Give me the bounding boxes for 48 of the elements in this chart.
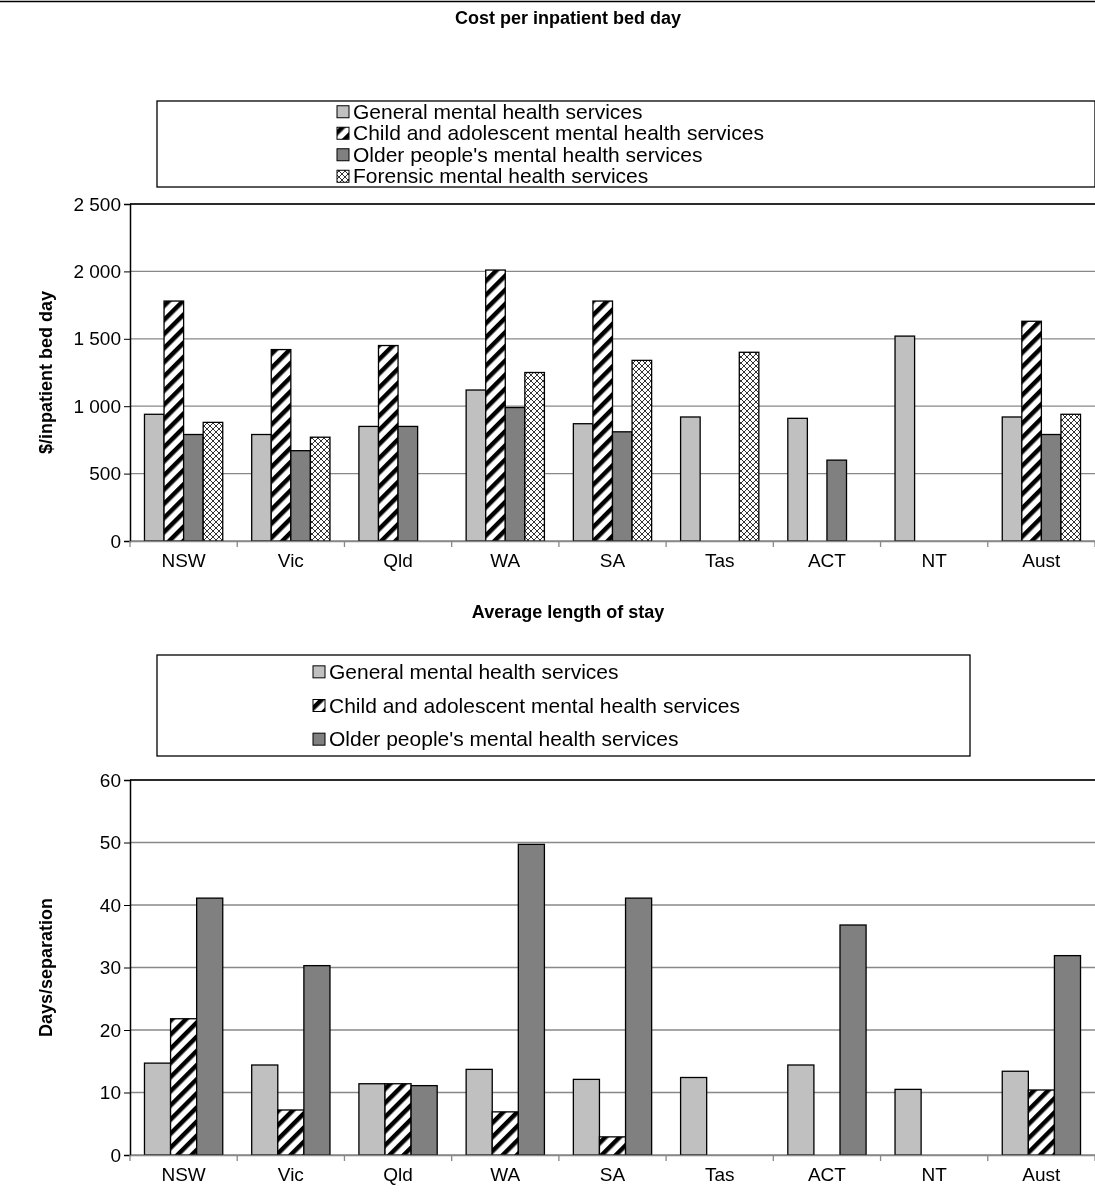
- x-tick-label: Vic: [277, 1163, 304, 1185]
- legend-label: Older people's mental health services: [353, 142, 703, 166]
- y-tick-label: 20: [99, 1019, 121, 1041]
- legend-label: General mental health services: [329, 659, 619, 683]
- x-tick-label: ACT: [807, 549, 847, 571]
- y-tick-label: 0: [110, 530, 121, 552]
- x-tick-label: Vic: [277, 549, 304, 571]
- y-tick-label: 2 500: [73, 193, 121, 215]
- y-tick-label: 10: [99, 1082, 121, 1104]
- x-tick-label: WA: [490, 1163, 521, 1185]
- legend-label: Older people's mental health services: [329, 727, 679, 751]
- x-tick-label: SA: [599, 1163, 626, 1185]
- y-axis-title: Days/separation: [36, 897, 56, 1038]
- y-tick-label: 1 500: [73, 328, 121, 350]
- y-tick-label: 60: [99, 769, 121, 791]
- bar: [679, 1076, 708, 1156]
- x-tick-label: SA: [599, 549, 626, 571]
- bar: [894, 1088, 922, 1156]
- x-tick-label: Aust: [1022, 1163, 1062, 1185]
- bar: [787, 417, 809, 542]
- x-tick-label: Tas: [704, 549, 735, 571]
- x-tick-label: NSW: [161, 1163, 206, 1185]
- bar: [894, 335, 916, 542]
- x-tick-label: Aust: [1022, 549, 1062, 571]
- chart-title: Average length of stay: [471, 602, 665, 622]
- legend-label: Child and adolescent mental health services: [353, 121, 764, 145]
- x-tick-label: Tas: [704, 1163, 735, 1185]
- y-tick-label: 40: [99, 894, 121, 916]
- x-tick-label: NT: [921, 1163, 948, 1185]
- y-tick-label: 0: [110, 1144, 121, 1166]
- bar: [679, 416, 701, 542]
- legend-label: General mental health services: [353, 99, 643, 123]
- y-tick-label: 1 000: [73, 395, 121, 417]
- bar: [738, 351, 760, 542]
- legend-label: Child and adolescent mental health services: [329, 693, 740, 717]
- y-axis-title: $/inpatient bed day: [36, 290, 56, 455]
- x-tick-label: Qld: [383, 1163, 413, 1185]
- y-tick-label: 30: [99, 957, 121, 979]
- x-tick-label: NT: [921, 549, 948, 571]
- x-tick-label: NSW: [161, 549, 206, 571]
- bar: [787, 1064, 815, 1156]
- y-tick-label: 500: [89, 463, 121, 485]
- y-tick-label: 2 000: [73, 260, 121, 282]
- chart-title: Cost per inpatient bed day: [454, 8, 682, 28]
- x-tick-label: Qld: [383, 549, 413, 571]
- y-tick-label: 50: [99, 832, 121, 854]
- x-tick-label: ACT: [807, 1163, 847, 1185]
- x-tick-label: WA: [490, 549, 521, 571]
